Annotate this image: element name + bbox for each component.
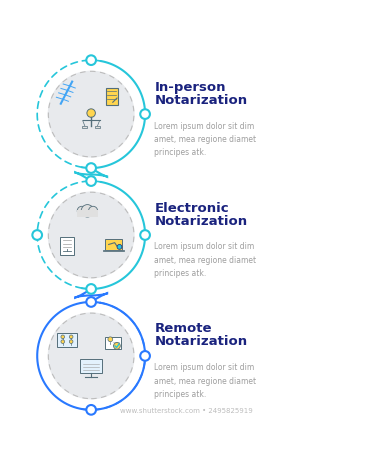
Circle shape xyxy=(61,335,65,338)
FancyBboxPatch shape xyxy=(57,333,77,347)
FancyBboxPatch shape xyxy=(95,126,100,128)
Circle shape xyxy=(108,337,113,342)
Circle shape xyxy=(113,343,120,349)
Circle shape xyxy=(32,230,42,240)
FancyBboxPatch shape xyxy=(106,88,118,105)
Text: Notarization: Notarization xyxy=(154,336,247,348)
FancyBboxPatch shape xyxy=(105,239,122,250)
Circle shape xyxy=(86,176,96,186)
Circle shape xyxy=(140,351,150,361)
Text: Lorem ipsum dolor sit dim
amet, mea regione diamet
principes atk.: Lorem ipsum dolor sit dim amet, mea regi… xyxy=(154,122,257,157)
Circle shape xyxy=(48,71,134,157)
Text: Electronic: Electronic xyxy=(154,202,229,214)
Text: Notarization: Notarization xyxy=(154,94,247,107)
FancyBboxPatch shape xyxy=(80,360,102,373)
Circle shape xyxy=(81,204,94,217)
Circle shape xyxy=(89,206,97,215)
Circle shape xyxy=(117,244,122,249)
FancyBboxPatch shape xyxy=(105,337,121,349)
FancyBboxPatch shape xyxy=(77,210,97,217)
Circle shape xyxy=(69,335,73,338)
Circle shape xyxy=(86,405,96,415)
Circle shape xyxy=(48,192,134,278)
FancyBboxPatch shape xyxy=(103,250,124,251)
Circle shape xyxy=(48,313,134,399)
Text: www.shutterstock.com • 2495825919: www.shutterstock.com • 2495825919 xyxy=(120,408,252,414)
Text: Lorem ipsum dolor sit dim
amet, mea regione diamet
principes atk.: Lorem ipsum dolor sit dim amet, mea regi… xyxy=(154,243,257,278)
Circle shape xyxy=(87,109,95,118)
Text: In-person: In-person xyxy=(154,81,226,94)
FancyBboxPatch shape xyxy=(82,126,87,128)
Text: Notarization: Notarization xyxy=(154,214,247,227)
Text: Remote: Remote xyxy=(154,322,212,336)
Circle shape xyxy=(69,340,73,344)
Circle shape xyxy=(86,55,96,65)
Circle shape xyxy=(140,109,150,119)
Circle shape xyxy=(77,206,86,215)
Circle shape xyxy=(61,340,65,344)
Circle shape xyxy=(86,284,96,294)
Circle shape xyxy=(86,297,96,307)
Text: Lorem ipsum dolor sit dim
amet, mea regione diamet
principes atk.: Lorem ipsum dolor sit dim amet, mea regi… xyxy=(154,363,257,399)
Circle shape xyxy=(86,163,96,173)
Circle shape xyxy=(140,230,150,240)
FancyBboxPatch shape xyxy=(60,237,74,255)
